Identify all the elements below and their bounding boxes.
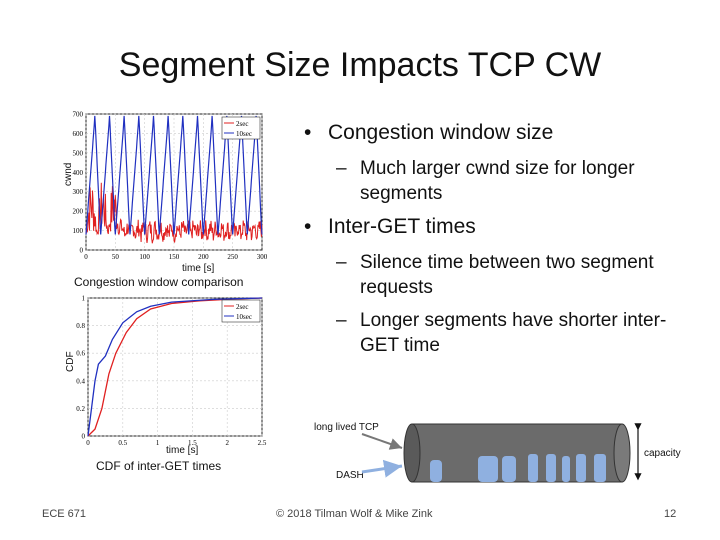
sub-bullet-cwnd: – Much larger cwnd size for longer segme… [336,156,690,206]
cdf-legend-10sec: 10sec [236,313,252,321]
cdf-ytick-label: 0.4 [76,377,85,385]
pipe-right-end [613,423,631,483]
cwnd-ytick-label: 100 [73,227,84,235]
cdf-xtick-label: 0.5 [118,439,127,447]
label-dash: DASH [336,470,364,481]
sub-text: Silence time between two segment request… [360,252,654,298]
cdf-ytick-label: 0 [82,433,86,441]
sub-bullet-shorter: – Longer segments have shorter inter-GET… [336,308,680,358]
sub-text: Much larger cwnd size for longer segment… [360,158,635,204]
cwnd-xtick-label: 250 [227,253,238,261]
cwnd-ytick-label: 300 [73,188,84,196]
sub-dash: – [336,158,347,179]
cwnd-ytick-label: 400 [73,169,84,177]
bullet-text: Inter-GET times [328,215,476,238]
label-long-lived-tcp: long lived TCP [314,422,379,433]
sub-dash: – [336,310,347,331]
cwnd-caption: Congestion window comparison [74,275,244,289]
sub-bullet-silence: – Silence time between two segment reque… [336,250,670,300]
dash-segments [430,454,606,482]
cwnd-xlabel: time [s] [182,263,214,274]
pipe-left-end [403,423,421,483]
cwnd-figure: 0 100 200 300 400 500 600 700 0 50 100 150 200 250 30… [63,111,268,275]
arrow-dash [361,459,403,478]
cdf-ylabel: CDF [65,351,76,372]
pipe-body [412,424,622,482]
sub-text: Longer segments have shorter inter-GET t… [360,310,667,356]
bullet-cwnd: • Congestion window size [304,120,554,146]
bullet-interget: • Inter-GET times [304,214,476,240]
cdf-legend-2sec: 2sec [236,303,248,311]
cwnd-ylabel: cwnd [63,163,74,186]
cdf-series-10sec-line [87,297,263,437]
cdf-ytick-label: 1 [82,295,86,303]
cdf-ytick-label: 0.2 [76,405,85,413]
cdf-figure: 0 0.2 0.4 0.6 0.8 1 0 0.5 1 1.5 2 2.5 CDF time [s]… [65,295,267,457]
cwnd-ytick-label: 200 [73,208,84,216]
footer-copyright: © 2018 Tilman Wolf & Mike Zink [276,508,433,520]
cwnd-legend-2sec: 2sec [236,120,248,128]
cdf-ytick-label: 0.6 [76,350,85,358]
pipe-diagram: long lived TCP DASH capacity [314,422,681,483]
cdf-xtick-label: 1 [156,439,160,447]
arrow-tcp [361,433,403,450]
cdf-xtick-label: 2 [225,439,229,447]
bullet-text: Congestion window size [328,121,554,144]
cdf-xtick-label: 1.5 [188,439,197,447]
cwnd-series-10sec-line [85,115,263,235]
bullet-dot: • [304,215,312,238]
cwnd-xtick-label: 50 [112,253,120,261]
footer-page-number: 12 [664,508,677,520]
cwnd-xtick-label: 150 [169,253,180,261]
cwnd-ytick-label: 500 [73,149,84,157]
label-capacity: capacity [644,448,681,459]
cwnd-legend-10sec: 10sec [236,130,252,138]
cdf-ytick-label: 0.8 [76,322,85,330]
sub-dash: – [336,252,347,273]
slide-title: Segment Size Impacts TCP CW [118,46,602,84]
cwnd-ytick-label: 0 [80,247,84,255]
cdf-xtick-label: 0 [86,439,90,447]
cwnd-xtick-label: 200 [198,253,209,261]
cwnd-xtick-label: 300 [257,253,268,261]
cdf-xlabel: time [s] [166,445,198,456]
cwnd-ytick-label: 600 [73,130,84,138]
cwnd-ytick-label: 700 [73,111,84,119]
footer-course: ECE 671 [42,508,87,520]
bullet-dot: • [304,121,312,144]
cdf-xtick-label: 2.5 [258,439,267,447]
cdf-caption: CDF of inter-GET times [96,459,222,473]
cwnd-xtick-label: 100 [139,253,150,261]
cwnd-xtick-label: 0 [84,253,88,261]
